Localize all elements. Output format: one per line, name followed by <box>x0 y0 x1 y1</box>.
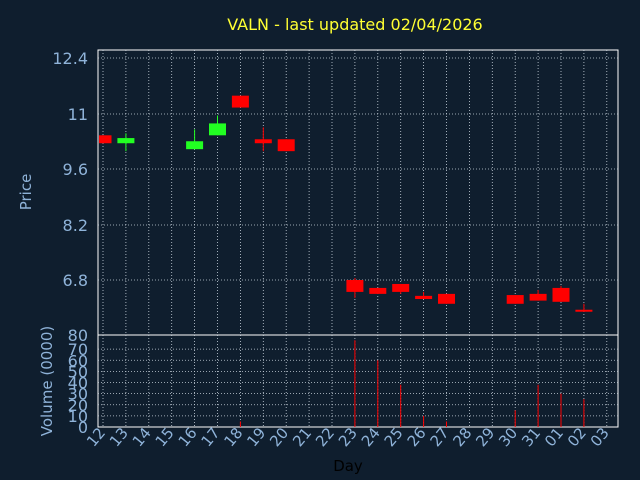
x-tick-label: 26 <box>404 424 430 450</box>
x-tick-label: 16 <box>175 424 201 450</box>
price-tick-label: 6.8 <box>63 271 88 290</box>
candle-30 <box>506 295 524 304</box>
candle-body <box>99 135 112 144</box>
candle-body <box>575 309 593 312</box>
price-tick-label: 9.6 <box>63 160 88 179</box>
x-tick-label: 03 <box>587 424 613 450</box>
price-panel-frame <box>97 49 619 336</box>
x-tick-label: 30 <box>495 424 521 450</box>
volume-tick-label: 20 <box>68 396 88 415</box>
chart-title: VALN - last updated 02/04/2026 <box>227 15 482 34</box>
x-tick-label: 29 <box>472 424 498 450</box>
candle-13 <box>117 133 135 152</box>
candle-body <box>415 295 433 300</box>
candle-body <box>506 295 524 304</box>
candle-body <box>552 287 570 302</box>
candle-17 <box>209 115 226 136</box>
candle-01 <box>552 285 570 302</box>
price-tick-label: 12.4 <box>52 49 88 68</box>
candle-body <box>369 287 387 294</box>
volume-tick-label: 80 <box>68 326 88 345</box>
candle-body <box>346 280 364 292</box>
volume-tick-label: 70 <box>68 340 88 359</box>
candle-16 <box>186 129 204 150</box>
volume-tick-label: 60 <box>68 351 88 370</box>
price-tick-label: 11 <box>68 105 88 124</box>
volume-axis-label: Volume (0000) <box>38 326 56 436</box>
candle-23 <box>346 278 364 298</box>
x-axis-label: Day <box>333 457 363 475</box>
x-tick-label: 01 <box>541 424 567 450</box>
candle-19 <box>254 127 272 152</box>
candle-26 <box>415 291 433 300</box>
price-panel: 12.4 11 9.6 8.2 6.8 <box>52 49 619 336</box>
volume-panel-frame <box>97 334 619 428</box>
volume-tick-label: 0 <box>78 418 88 437</box>
candle-27 <box>438 293 455 304</box>
candle-body <box>277 139 295 152</box>
x-tick-label: 20 <box>266 424 292 450</box>
x-tick-label: 24 <box>358 424 384 450</box>
x-tick-label: 13 <box>106 424 132 450</box>
x-tick-label: 18 <box>220 424 246 450</box>
candle-body <box>117 138 135 144</box>
volume-tick-label: 50 <box>68 362 88 381</box>
candle-body <box>254 139 272 144</box>
x-tick-label: 17 <box>198 424 224 450</box>
price-axis-label: Price <box>17 174 35 211</box>
candle-body <box>392 283 410 292</box>
x-tick-label: 02 <box>564 424 590 450</box>
x-tick-label: 27 <box>427 424 453 450</box>
candle-12 <box>99 135 112 144</box>
x-tick-label: 19 <box>243 424 269 450</box>
candle-body <box>186 141 204 150</box>
price-tick-label: 8.2 <box>63 216 88 235</box>
candle-02 <box>575 303 593 312</box>
x-tick-label: 23 <box>335 424 361 450</box>
candle-body <box>529 293 547 301</box>
candle-31 <box>529 289 547 301</box>
volume-tick-label: 40 <box>68 374 88 393</box>
x-tick-label: 22 <box>312 424 338 450</box>
x-tick-label: 14 <box>129 424 155 450</box>
candle-25 <box>392 283 410 294</box>
candle-18 <box>231 95 249 108</box>
x-tick-label: 21 <box>289 424 315 450</box>
x-axis: 1213141516171819202122232425262728293031… <box>83 424 613 450</box>
volume-tick-label: 10 <box>68 407 88 426</box>
candle-body <box>209 123 226 136</box>
x-tick-label: 31 <box>518 424 544 450</box>
candle-body <box>438 293 455 304</box>
candle-20 <box>277 139 295 152</box>
x-tick-label: 28 <box>449 424 475 450</box>
x-tick-label: 25 <box>381 424 407 450</box>
volume-tick-label: 30 <box>68 385 88 404</box>
candle-24 <box>369 287 387 294</box>
candle-body <box>231 95 249 108</box>
x-tick-label: 15 <box>152 424 178 450</box>
